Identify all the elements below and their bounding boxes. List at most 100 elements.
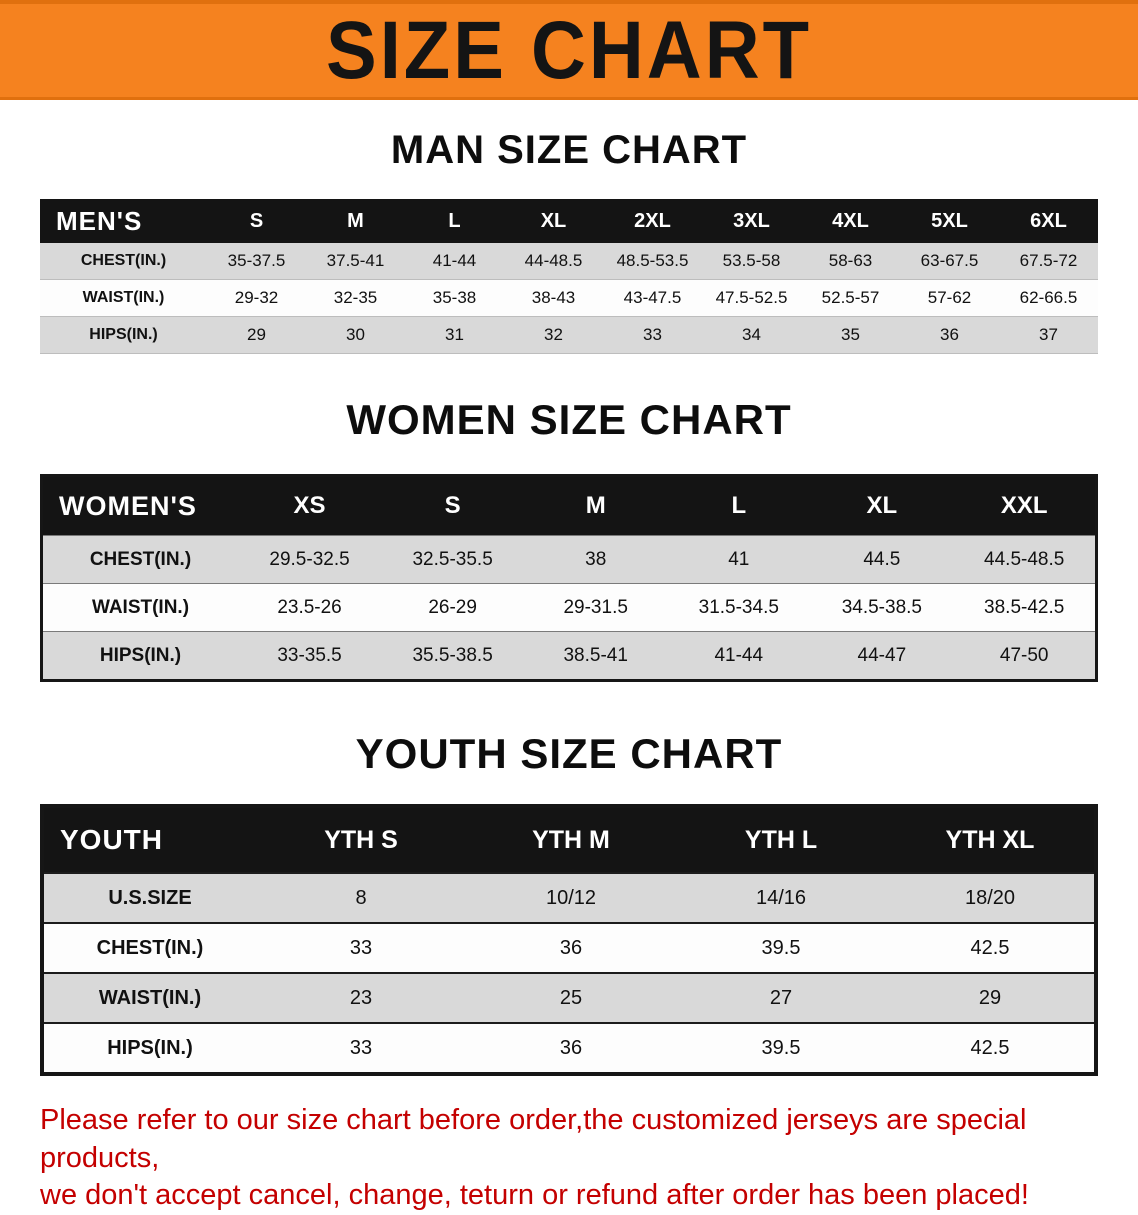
value-cell: 33 — [349, 936, 373, 959]
row-label-cell: CHEST(IN.) — [80, 252, 167, 269]
value-cell: 62-66.5 — [1019, 288, 1078, 307]
row-label-cell: WAIST(IN.) — [91, 596, 190, 618]
row-label-cell: HIPS(IN.) — [89, 326, 158, 343]
measurement-row: CHEST(IN.) 29.5-32.5 32.5-35.5 38 41 44.5 44.5… — [41, 535, 1097, 584]
value-cell: 43-47.5 — [623, 288, 682, 307]
value-cell: 14/16 — [755, 886, 807, 909]
value-cell: 26-29 — [428, 596, 477, 618]
page-title: SIZE CHART — [326, 4, 812, 96]
measurement-row: WAIST(IN.) 23.5-26 26-29 29-31.5 31.5-34.5 34… — [41, 583, 1097, 632]
row-label-cell: U.S.SIZE — [108, 886, 192, 909]
size-column-header: S — [381, 475, 525, 536]
women-size-chart-section: WOMEN SIZE CHART WOMEN'S XS S M L XL XXL CHEST(… — [0, 396, 1138, 682]
table-header-row: YOUTH YTH S YTH M YTH L YTH XL — [42, 806, 1096, 873]
value-cell: 39.5 — [761, 936, 801, 959]
size-column-header: M — [306, 199, 405, 243]
value-cell: 38.5-42.5 — [984, 596, 1065, 618]
men-size-table: MEN'S S M L XL 2XL 3XL 4XL 5XL 6XL CHEST(IN.) 35-37… — [40, 199, 1098, 354]
value-cell: 36 — [940, 325, 959, 344]
size-column-header: 6XL — [999, 199, 1098, 243]
measurement-row: CHEST(IN.) 35-37.5 37.5-41 41-44 44-48.5 48.5… — [40, 243, 1098, 280]
value-cell: 38.5-41 — [563, 644, 628, 666]
size-column-header: XL — [504, 199, 603, 243]
value-cell: 27 — [769, 986, 793, 1009]
value-cell: 52.5-57 — [821, 288, 880, 307]
size-column-header: YTH M — [466, 806, 676, 873]
value-cell: 41-44 — [714, 644, 764, 666]
value-cell: 32 — [544, 325, 563, 344]
value-cell: 47.5-52.5 — [715, 288, 788, 307]
value-cell: 42.5 — [970, 1036, 1010, 1059]
value-cell: 37.5-41 — [326, 251, 385, 270]
size-column-header: 4XL — [801, 199, 900, 243]
value-cell: 30 — [346, 325, 365, 344]
value-cell: 10/12 — [545, 886, 597, 909]
row-label-cell: HIPS(IN.) — [107, 1036, 193, 1059]
value-cell: 29 — [247, 325, 266, 344]
size-column-header: YTH XL — [886, 806, 1096, 873]
value-cell: 23.5-26 — [277, 596, 342, 618]
measurement-row: HIPS(IN.) 33 36 39.5 42.5 — [42, 1023, 1096, 1074]
value-cell: 53.5-58 — [722, 251, 781, 270]
value-cell: 58-63 — [828, 251, 873, 270]
measurement-row: CHEST(IN.) 33 36 39.5 42.5 — [42, 923, 1096, 973]
value-cell: 39.5 — [761, 1036, 801, 1059]
value-cell: 47-50 — [999, 644, 1049, 666]
size-column-header: M — [524, 475, 668, 536]
row-label-cell: CHEST(IN.) — [96, 936, 204, 959]
value-cell: 36 — [559, 936, 583, 959]
youth-size-table: YOUTH YTH S YTH M YTH L YTH XL U.S.SIZE 8 10/12… — [40, 804, 1098, 1076]
row-label-cell: HIPS(IN.) — [99, 644, 182, 666]
women-size-table: WOMEN'S XS S M L XL XXL CHEST(IN.) 29.5-32.5 32.5… — [40, 474, 1098, 682]
table-title-cell: WOMEN'S — [41, 475, 238, 536]
size-column-header: 2XL — [603, 199, 702, 243]
row-label-cell: CHEST(IN.) — [89, 548, 192, 570]
value-cell: 44.5-48.5 — [984, 548, 1065, 570]
value-cell: 29-31.5 — [563, 596, 628, 618]
value-cell: 31.5-34.5 — [698, 596, 779, 618]
table-title-cell: MEN'S — [40, 199, 207, 243]
value-cell: 41-44 — [432, 251, 477, 270]
value-cell: 42.5 — [970, 936, 1010, 959]
size-column-header: YTH L — [676, 806, 886, 873]
measurement-row: WAIST(IN.) 23 25 27 29 — [42, 973, 1096, 1023]
value-cell: 32.5-35.5 — [412, 548, 493, 570]
size-column-header: YTH S — [256, 806, 466, 873]
measurement-row: WAIST(IN.) 29-32 32-35 35-38 38-43 43-47.5 47.… — [40, 279, 1098, 317]
value-cell: 35-38 — [432, 288, 477, 307]
value-cell: 67.5-72 — [1019, 251, 1078, 270]
measurement-row: HIPS(IN.) 29 30 31 32 33 34 35 36 37 — [40, 316, 1098, 354]
value-cell: 32-35 — [333, 288, 378, 307]
value-cell: 36 — [559, 1036, 583, 1059]
women-section-heading: WOMEN SIZE CHART — [346, 396, 792, 443]
men-size-chart-section: MAN SIZE CHART MEN'S S M L XL 2XL 3XL 4XL 5XL 6XL… — [0, 128, 1138, 354]
value-cell: 35 — [841, 325, 860, 344]
table-header-row: MEN'S S M L XL 2XL 3XL 4XL 5XL 6XL — [40, 199, 1098, 243]
value-cell: 29-32 — [234, 288, 279, 307]
men-section-heading: MAN SIZE CHART — [390, 128, 748, 172]
value-cell: 63-67.5 — [920, 251, 979, 270]
table-header-row: WOMEN'S XS S M L XL XXL — [41, 475, 1097, 536]
size-column-header: L — [405, 199, 504, 243]
measurement-row: U.S.SIZE 8 10/12 14/16 18/20 — [42, 873, 1096, 923]
value-cell: 57-62 — [927, 288, 972, 307]
size-column-header: XS — [238, 475, 382, 536]
size-column-header: 3XL — [702, 199, 801, 243]
notice-line-2: we don't accept cancel, change, teturn o… — [40, 1179, 1029, 1212]
value-cell: 44.5 — [863, 548, 901, 570]
row-label-cell: WAIST(IN.) — [98, 986, 202, 1009]
value-cell: 41 — [728, 548, 750, 570]
value-cell: 8 — [355, 886, 367, 909]
value-cell: 48.5-53.5 — [616, 251, 689, 270]
value-cell: 25 — [559, 986, 583, 1009]
value-cell: 38 — [585, 548, 607, 570]
value-cell: 35.5-38.5 — [412, 644, 493, 666]
value-cell: 34.5-38.5 — [841, 596, 922, 618]
value-cell: 33 — [349, 1036, 373, 1059]
value-cell: 29.5-32.5 — [269, 548, 350, 570]
value-cell: 44-47 — [857, 644, 907, 666]
measurement-row: HIPS(IN.) 33-35.5 35.5-38.5 38.5-41 41-44 44-… — [41, 631, 1097, 681]
value-cell: 31 — [445, 325, 464, 344]
value-cell: 33 — [643, 325, 662, 344]
